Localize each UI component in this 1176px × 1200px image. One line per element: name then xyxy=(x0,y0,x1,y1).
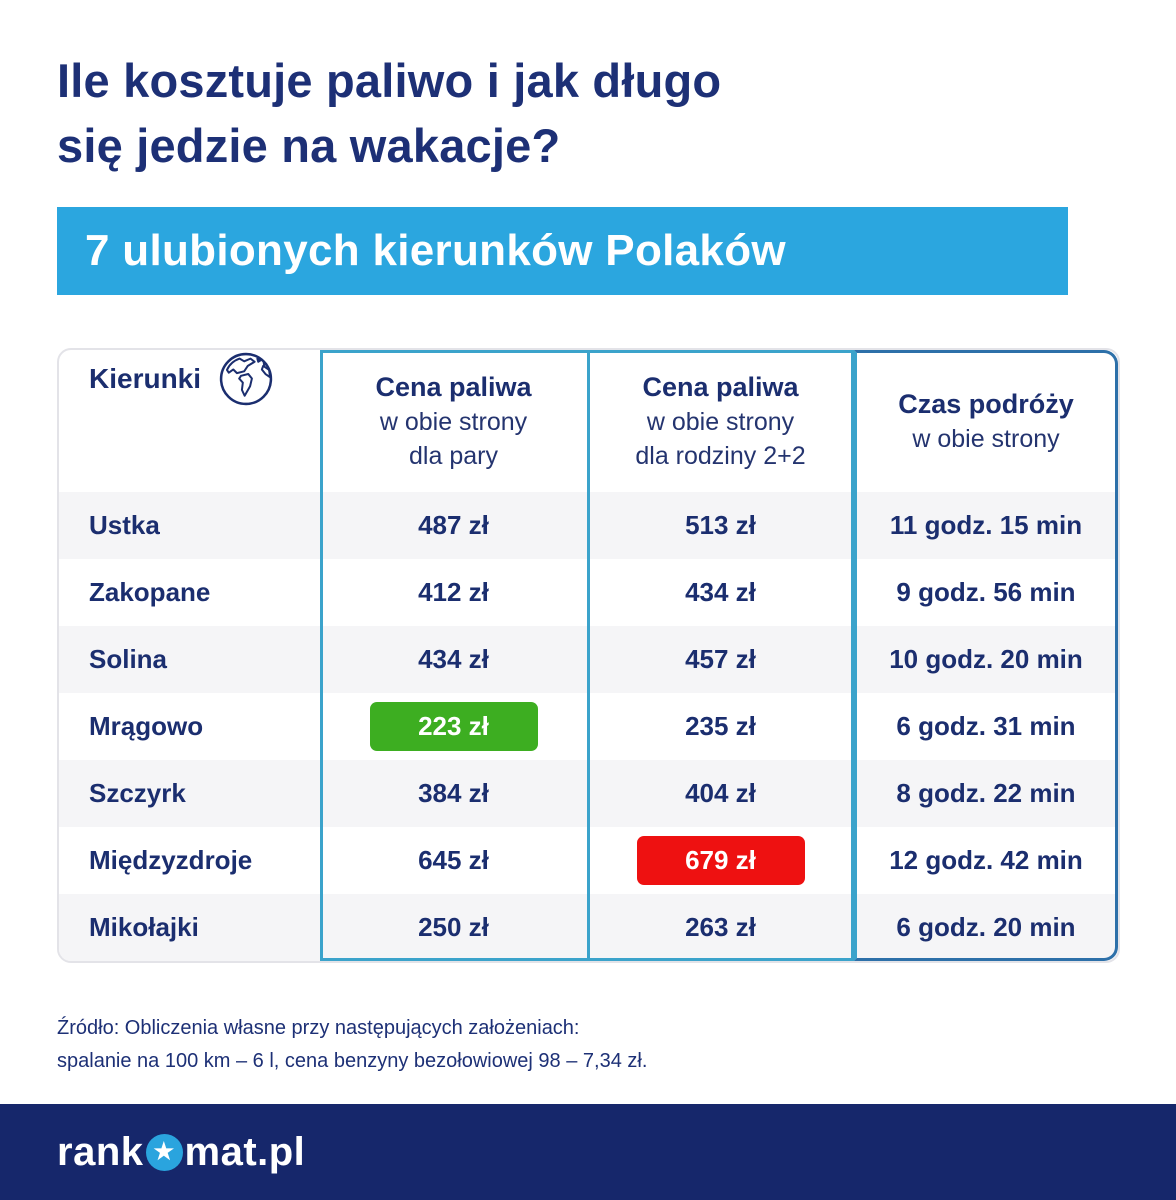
subtitle-banner: 7 ulubionych kierunków Polaków xyxy=(57,207,1068,295)
price-family-value: 235 zł xyxy=(685,711,756,741)
travel-time-value: 8 godz. 22 min xyxy=(896,778,1076,808)
price-couple-value: 645 zł xyxy=(418,845,489,875)
price-couple-value: 250 zł xyxy=(418,912,489,942)
source-note: Źródło: Obliczenia własne przy następują… xyxy=(57,1012,647,1078)
header-price-couple-title: Cena paliwa xyxy=(375,372,532,402)
price-family-value: 263 zł xyxy=(685,912,756,942)
destination-label: Ustka xyxy=(89,510,160,540)
header-travel-time-title: Czas podróży xyxy=(898,389,1074,419)
price-family-value: 679 zł xyxy=(587,836,854,885)
table-row: Szczyrk 384 zł 404 zł 8 godz. 22 min xyxy=(59,760,1118,827)
table-row: Mrągowo 223 zł 235 zł 6 godz. 31 min xyxy=(59,693,1118,760)
destination-label: Solina xyxy=(89,644,168,674)
header-travel-time: Czas podróży w obie strony xyxy=(854,350,1118,492)
header-price-family: Cena paliwa w obie strony dla rodziny 2+… xyxy=(587,350,854,492)
price-family-value: 513 zł xyxy=(685,510,756,540)
logo-text-prefix: rank xyxy=(57,1129,144,1174)
travel-time-value: 9 godz. 56 min xyxy=(896,577,1076,607)
page-title: Ile kosztuje paliwo i jak długo się jedz… xyxy=(57,48,721,178)
price-couple-value: 412 zł xyxy=(418,577,489,607)
logo-text-suffix: mat.pl xyxy=(184,1129,306,1174)
destinations-table: Kierunki Cena paliwa w obie strony dla p… xyxy=(57,348,1120,963)
source-note-line2: spalanie na 100 km – 6 l, cena benzyny b… xyxy=(57,1050,648,1072)
header-price-couple: Cena paliwa w obie strony dla pary xyxy=(320,350,587,492)
destination-label: Zakopane xyxy=(89,577,211,607)
table-row: Mikołajki 250 zł 263 zł 6 godz. 20 min xyxy=(59,894,1118,961)
table-row: Międzyzdroje 645 zł 679 zł 12 godz. 42 m… xyxy=(59,827,1118,894)
table-row: Solina 434 zł 457 zł 10 godz. 20 min xyxy=(59,626,1118,693)
header-price-couple-line3: dla pary xyxy=(409,442,498,470)
price-family-value: 457 zł xyxy=(685,644,756,674)
table-row: Ustka 487 zł 513 zł 11 godz. 15 min xyxy=(59,492,1118,559)
rankomat-logo: rank ★ mat.pl xyxy=(57,1130,305,1175)
header-price-couple-line2: w obie strony xyxy=(379,408,528,436)
table-header-row: Kierunki Cena paliwa w obie strony dla p… xyxy=(59,350,1118,492)
price-couple-value: 434 zł xyxy=(418,644,489,674)
most-expensive-price-badge: 679 zł xyxy=(636,836,805,885)
price-couple-value: 384 zł xyxy=(418,778,489,808)
price-couple-value: 223 zł xyxy=(320,702,587,751)
header-price-family-line2: w obie strony xyxy=(646,408,795,436)
header-price-family-line3: dla rodziny 2+2 xyxy=(635,442,806,470)
footer-bar: rank ★ mat.pl xyxy=(0,1104,1176,1200)
destination-label: Międzyzdroje xyxy=(89,845,253,875)
destination-label: Mrągowo xyxy=(89,711,204,741)
travel-time-value: 6 godz. 31 min xyxy=(896,711,1076,741)
page-title-line1: Ile kosztuje paliwo i jak długo xyxy=(57,54,722,107)
source-note-line1: Źródło: Obliczenia własne przy następują… xyxy=(57,1017,580,1039)
travel-time-value: 6 godz. 20 min xyxy=(896,912,1076,942)
price-couple-value: 487 zł xyxy=(418,510,489,540)
header-destinations: Kierunki xyxy=(59,350,320,492)
price-family-value: 434 zł xyxy=(685,577,756,607)
header-destinations-label: Kierunki xyxy=(89,363,202,394)
subtitle-banner-label: 7 ulubionych kierunków Polaków xyxy=(85,226,786,275)
travel-time-value: 10 godz. 20 min xyxy=(889,644,1083,674)
destination-label: Szczyrk xyxy=(89,778,186,808)
header-price-family-title: Cena paliwa xyxy=(642,372,799,402)
star-icon: ★ xyxy=(145,1133,183,1171)
header-travel-time-line2: w obie strony xyxy=(912,425,1060,453)
price-family-value: 404 zł xyxy=(685,778,756,808)
cheapest-price-badge: 223 zł xyxy=(369,702,538,751)
table-row: Zakopane 412 zł 434 zł 9 godz. 56 min xyxy=(59,559,1118,626)
travel-time-value: 11 godz. 15 min xyxy=(889,510,1083,540)
destination-label: Mikołajki xyxy=(89,912,199,942)
page-title-line2: się jedzie na wakacje? xyxy=(57,119,561,172)
globe-icon xyxy=(219,352,273,406)
travel-time-value: 12 godz. 42 min xyxy=(889,845,1083,875)
